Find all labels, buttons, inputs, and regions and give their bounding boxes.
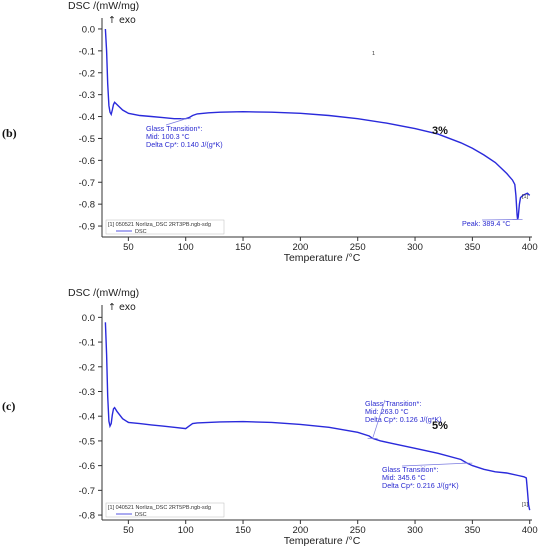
- annotation-leader: [165, 118, 187, 126]
- x-axis-label: Temperature /°C: [284, 535, 361, 547]
- x-tick-label: 400: [522, 242, 538, 253]
- y-tick-label: 0.0: [82, 24, 95, 35]
- sample-label: 5%: [432, 420, 448, 432]
- y-axis-label: DSC /(mW/mg): [68, 287, 139, 299]
- chart-panel-c: DSC /(mW/mg) ↑ exo 0.0 -0.1 -0.2 -0.3 -0.4 -0.5…: [2, 287, 538, 547]
- y-tick-label: -0.5: [79, 436, 95, 447]
- y-tick-label: -0.2: [79, 68, 95, 79]
- y-tick-label: -0.2: [79, 362, 95, 373]
- annotation-text: Delta Cp*: 0.126 J/(g*K): [365, 415, 442, 424]
- x-tick-label: 50: [123, 242, 134, 253]
- dsc-curve: [104, 28, 531, 220]
- y-tick-label: -0.7: [79, 486, 95, 497]
- exo-label: ↑ exo: [108, 302, 136, 313]
- x-tick-label: 50: [123, 525, 134, 536]
- y-tick-label: -0.1: [79, 338, 95, 349]
- annotation-text: Glass Transition*:: [365, 399, 421, 408]
- legend-file: [1] 040521 Norliza_DSC 2RT5PB.ngb-sdg: [108, 505, 211, 511]
- x-tick-label: 250: [350, 525, 366, 536]
- x-tick-label: 150: [235, 242, 251, 253]
- x-axis-label: Temperature /°C: [284, 252, 361, 264]
- chart-panel-b: DSC /(mW/mg) ↑ exo 0.0 -0.1 -0.2 -0.3 -0.4 -0.5…: [2, 0, 538, 264]
- y-tick-label: -0.3: [79, 387, 95, 398]
- dsc-curve: [104, 322, 531, 511]
- x-tick-label: 100: [178, 242, 194, 253]
- y-tick-label: -0.8: [79, 511, 95, 522]
- legend-series: DSC: [135, 512, 147, 518]
- y-tick-label: -0.3: [79, 90, 95, 101]
- x-tick-label: 150: [235, 525, 251, 536]
- y-tick-label: -0.8: [79, 200, 95, 211]
- x-tick-label: 100: [178, 525, 194, 536]
- annotation-leader: [372, 399, 386, 439]
- y-tick-label: -0.9: [79, 222, 95, 233]
- y-tick-label: -0.6: [79, 461, 95, 472]
- y-tick-label: -0.1: [79, 46, 95, 57]
- x-tick-label: 400: [522, 525, 538, 536]
- annotation-text: Delta Cp*: 0.140 J/(g*K): [146, 140, 223, 149]
- legend-box: [105, 502, 225, 518]
- y-tick-label: -0.6: [79, 156, 95, 167]
- x-tick-label: 350: [464, 242, 480, 253]
- annotation-leader: [401, 462, 468, 467]
- curve-marker-label: [1]: [522, 194, 529, 200]
- exo-label: ↑ exo: [108, 15, 136, 26]
- legend-series: DSC: [135, 229, 147, 235]
- y-axis-label: DSC /(mW/mg): [68, 0, 139, 12]
- legend-file: [1] 050521 Norliza_DSC 2RT3PB.ngb-sdg: [108, 222, 211, 228]
- legend-box: [105, 219, 225, 235]
- x-tick-label: 200: [292, 525, 308, 536]
- sample-label: 3%: [432, 125, 448, 137]
- annotation-text: Mid: 263.0 °C: [365, 407, 409, 416]
- x-tick-label: 350: [464, 525, 480, 536]
- curve-marker-label: 1: [372, 51, 375, 57]
- y-tick-label: -0.4: [79, 412, 95, 423]
- y-tick-label: -0.5: [79, 134, 95, 145]
- annotation-text: Glass Transition*:: [382, 465, 438, 474]
- x-tick-label: 300: [407, 242, 423, 253]
- annotation-text: Glass Transition*:: [146, 124, 202, 133]
- x-tick-label: 250: [350, 242, 366, 253]
- panel-label: (c): [2, 399, 15, 413]
- annotation-text: Peak: 389.4 °C: [462, 219, 510, 228]
- annotation: Peak: 389.4 °C: [462, 219, 523, 228]
- annotation-leader: [481, 219, 518, 221]
- y-tick-label: -0.4: [79, 112, 95, 123]
- annotation-text: Delta Cp*: 0.216 J/(g*K): [382, 481, 459, 490]
- annotation-text: Mid: 100.3 °C: [146, 132, 190, 141]
- y-tick-label: 0.0: [82, 313, 95, 324]
- x-tick-label: 300: [407, 525, 423, 536]
- panel-label: (b): [2, 126, 17, 140]
- x-tick-label: 200: [292, 242, 308, 253]
- curve-marker-label: [1]: [522, 502, 529, 508]
- annotation-text: Mid: 345.6 °C: [382, 473, 426, 482]
- y-tick-label: -0.7: [79, 178, 95, 189]
